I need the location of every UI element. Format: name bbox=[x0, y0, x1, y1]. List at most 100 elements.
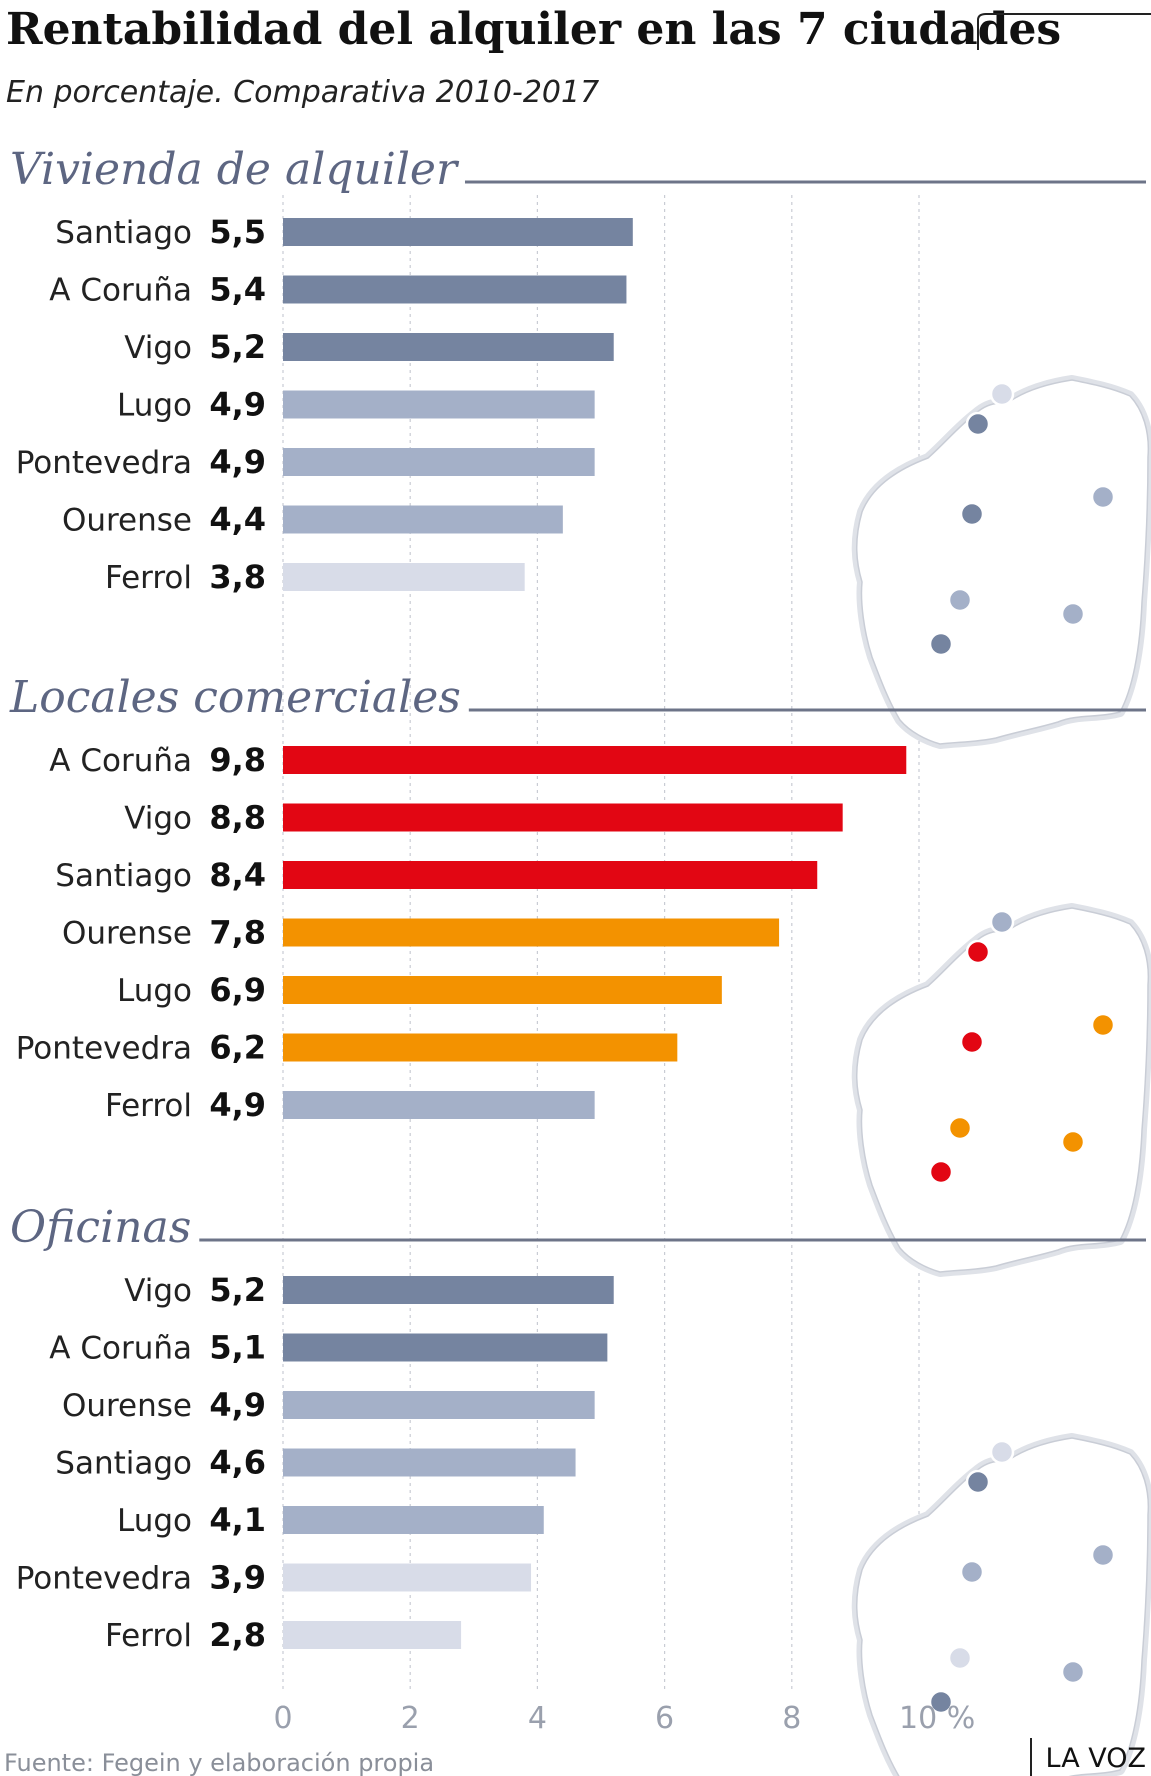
map-dot bbox=[1060, 1659, 1086, 1685]
map-outline bbox=[855, 1437, 1150, 1776]
category-label: Pontevedra bbox=[16, 1561, 192, 1597]
category-label: A Coruña bbox=[49, 273, 192, 309]
bar bbox=[283, 1448, 576, 1477]
category-label: A Coruña bbox=[49, 743, 192, 779]
map-dot bbox=[947, 587, 973, 613]
bar bbox=[283, 505, 563, 534]
x-tick-label: 0 bbox=[273, 1701, 292, 1736]
panel-2: Oficinas Vigo 5,2 A Coruña 5,1 Ourense 4,9 Sant… bbox=[10, 1202, 1151, 1776]
bar bbox=[283, 746, 907, 774]
x-tick-label: 6 bbox=[655, 1701, 674, 1736]
x-tick-label: 4 bbox=[528, 1701, 547, 1736]
value-label: 5,5 bbox=[209, 213, 266, 251]
x-tick-label: 8 bbox=[782, 1701, 801, 1736]
map-dot bbox=[1060, 1129, 1086, 1155]
x-tick-label: 10 % bbox=[899, 1701, 975, 1736]
panels: Vivienda de alquiler Santiago 5,5 A Coruña 5… bbox=[9, 144, 1151, 1776]
map-dot bbox=[989, 909, 1015, 935]
section-title: Oficinas bbox=[10, 1202, 191, 1253]
bar bbox=[283, 390, 595, 419]
value-label: 4,6 bbox=[209, 1444, 266, 1482]
category-label: Vigo bbox=[124, 1273, 192, 1309]
x-axis: 0 2 4 6 8 10 % bbox=[273, 1701, 975, 1736]
category-label: Ferrol bbox=[105, 1618, 192, 1654]
bar bbox=[283, 803, 843, 832]
map-dot bbox=[959, 501, 985, 527]
galicia-map bbox=[851, 903, 1151, 1277]
value-label: 9,8 bbox=[209, 741, 266, 779]
value-label: 5,4 bbox=[209, 271, 266, 309]
chart-subtitle: En porcentaje. Comparativa 2010-2017 bbox=[6, 75, 599, 110]
map-dot bbox=[959, 1029, 985, 1055]
bar bbox=[283, 976, 722, 1004]
map-dot bbox=[1060, 601, 1086, 627]
corner-bracket bbox=[977, 13, 1151, 50]
map-dot bbox=[989, 381, 1015, 407]
bar bbox=[283, 918, 780, 947]
map-dot bbox=[1090, 1542, 1116, 1568]
value-label: 7,8 bbox=[209, 914, 266, 952]
value-label: 4,9 bbox=[209, 1386, 266, 1424]
panel-1: Locales comerciales A Coruña 9,8 Vigo 8,8 San… bbox=[9, 672, 1151, 1277]
bar bbox=[283, 1333, 608, 1362]
brand-logo: LA VOZ bbox=[1046, 1743, 1146, 1774]
category-label: Santiago bbox=[55, 1446, 192, 1482]
category-label: Santiago bbox=[55, 215, 192, 251]
value-label: 5,2 bbox=[209, 1271, 266, 1309]
value-label: 8,8 bbox=[209, 799, 266, 837]
bar bbox=[283, 1091, 595, 1119]
bar bbox=[283, 563, 525, 591]
bar bbox=[283, 1621, 462, 1649]
category-label: Lugo bbox=[117, 388, 192, 424]
category-label: Lugo bbox=[117, 1503, 192, 1539]
bar bbox=[283, 1033, 678, 1062]
category-label: Pontevedra bbox=[16, 445, 192, 481]
value-label: 2,8 bbox=[209, 1616, 266, 1654]
value-label: 8,4 bbox=[209, 856, 266, 894]
galicia-map bbox=[851, 375, 1151, 749]
x-tick-label: 2 bbox=[401, 1701, 420, 1736]
category-label: Santiago bbox=[55, 858, 192, 894]
map-dot bbox=[959, 1559, 985, 1585]
category-label: Ferrol bbox=[105, 1088, 192, 1124]
value-label: 4,1 bbox=[209, 1501, 266, 1539]
bar bbox=[283, 1276, 614, 1304]
section-title: Vivienda de alquiler bbox=[10, 144, 460, 195]
bar bbox=[283, 1391, 595, 1419]
bar bbox=[283, 218, 633, 246]
bar bbox=[283, 861, 818, 889]
bar bbox=[283, 333, 614, 361]
bar bbox=[283, 275, 627, 304]
map-dot bbox=[1090, 1012, 1116, 1038]
category-label: Ourense bbox=[62, 1388, 192, 1424]
category-label: Ferrol bbox=[105, 560, 192, 596]
galicia-map bbox=[851, 1433, 1151, 1776]
map-dot bbox=[965, 411, 991, 437]
map-dot bbox=[947, 1115, 973, 1141]
map-dot bbox=[928, 1689, 954, 1715]
bar bbox=[283, 1563, 532, 1592]
category-label: Pontevedra bbox=[16, 1031, 192, 1067]
category-label: Ourense bbox=[62, 503, 192, 539]
value-label: 4,9 bbox=[209, 386, 266, 424]
category-label: A Coruña bbox=[49, 1331, 192, 1367]
category-label: Vigo bbox=[124, 330, 192, 366]
value-label: 5,1 bbox=[209, 1329, 266, 1367]
value-label: 3,8 bbox=[209, 558, 266, 596]
category-label: Lugo bbox=[117, 973, 192, 1009]
map-dot bbox=[965, 939, 991, 965]
value-label: 4,9 bbox=[209, 443, 266, 481]
category-label: Ourense bbox=[62, 916, 192, 952]
map-dot bbox=[928, 631, 954, 657]
map-dot bbox=[947, 1645, 973, 1671]
section-title: Locales comerciales bbox=[9, 672, 461, 723]
value-label: 4,9 bbox=[209, 1086, 266, 1124]
bar bbox=[283, 448, 595, 476]
value-label: 6,2 bbox=[209, 1029, 266, 1067]
value-label: 4,4 bbox=[209, 501, 266, 539]
bar bbox=[283, 1506, 544, 1534]
value-label: 5,2 bbox=[209, 328, 266, 366]
map-dot bbox=[1090, 484, 1116, 510]
